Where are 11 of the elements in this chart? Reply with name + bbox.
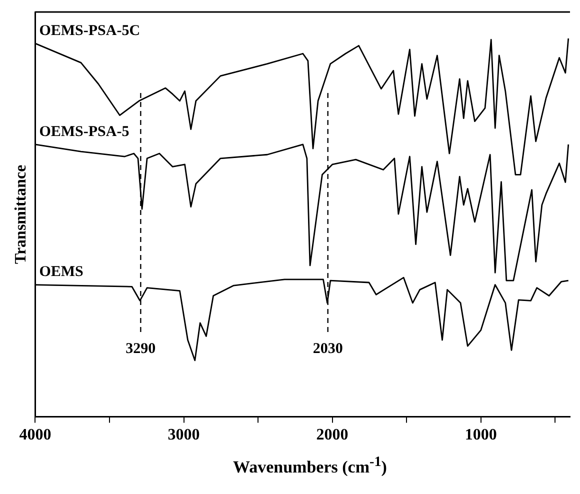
series-label: OEMS-PSA-5	[39, 124, 130, 140]
ref-line-label: 2030	[312, 341, 343, 358]
x-tick-label: 2000	[316, 426, 348, 444]
x-axis-title: Wavenumbers (cm$^{-1}$)	[232, 454, 388, 478]
x-tick-label: 1000	[464, 426, 497, 444]
x-tick-label: 4000	[19, 426, 52, 444]
ref-line-label: 3290	[126, 341, 156, 358]
x-tick-label: 3000	[168, 426, 200, 444]
y-axis-title: Transmittance	[12, 164, 30, 264]
series-label: OEMS	[39, 264, 84, 280]
series-label: OEMS-PSA-5C	[39, 22, 140, 39]
